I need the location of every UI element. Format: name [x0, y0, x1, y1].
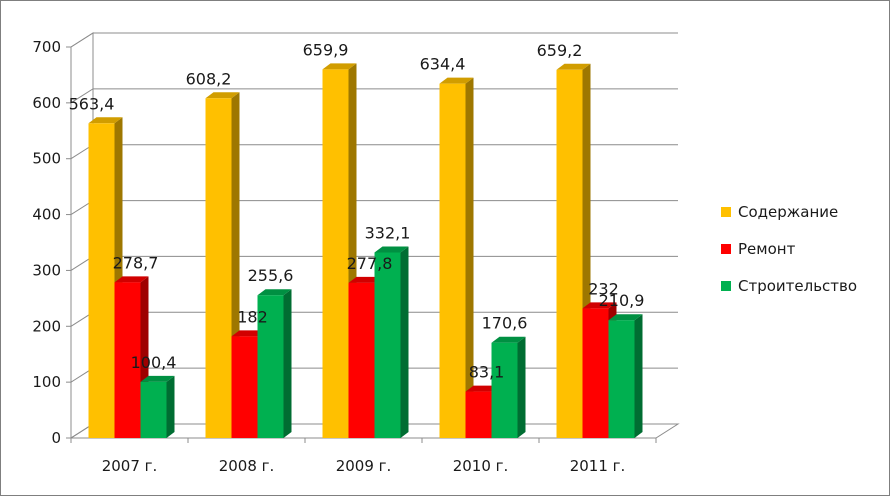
data-label: 634,4: [420, 55, 466, 74]
bar-front: [608, 320, 635, 438]
bar-top: [439, 77, 474, 84]
bar-top: [374, 246, 409, 253]
bar-side: [634, 314, 643, 438]
bar: [491, 336, 526, 438]
y-tick-label: 500: [32, 150, 61, 168]
bar-front: [582, 308, 609, 438]
bar-front: [231, 336, 258, 438]
data-label: 255,6: [248, 266, 294, 285]
bar: [608, 314, 643, 438]
x-axis: 2007 г. 2008 г. 2009 г. 2010 г. 2011 г.: [70, 437, 657, 475]
bar-front: [374, 252, 401, 438]
bar-top: [556, 63, 591, 70]
data-label: 100,4: [131, 353, 177, 372]
legend-item: Строительство: [721, 277, 857, 295]
y-tick-label: 700: [32, 38, 61, 56]
bar-front: [465, 391, 492, 438]
bar-top: [140, 375, 175, 382]
legend-swatch: [721, 244, 731, 254]
bar-top: [114, 276, 149, 283]
data-labels: 563,4 278,7 100,4 608,2 182 255,6 659,9 277,8 33…: [69, 40, 645, 381]
x-tick-label: 2010 г.: [453, 457, 509, 475]
data-label: 332,1: [365, 223, 411, 242]
bars: [88, 63, 643, 439]
bar-top: [205, 92, 240, 99]
data-label: 83,1: [469, 363, 505, 382]
bar-top: [88, 117, 123, 124]
bar: [374, 246, 409, 438]
y-tick-label: 100: [32, 373, 61, 391]
bar-side: [517, 336, 526, 438]
bar-front: [348, 282, 375, 438]
x-tick-label: 2011 г.: [570, 457, 626, 475]
data-label: 210,9: [599, 291, 645, 310]
bar-top: [322, 63, 357, 70]
bar-top: [348, 276, 383, 283]
y-tick-label: 600: [32, 94, 61, 112]
bar: [205, 92, 240, 438]
data-label: 277,8: [347, 254, 393, 273]
bar-side: [465, 77, 474, 439]
bar-front: [556, 69, 583, 439]
data-label: 182: [237, 307, 268, 326]
legend: Содержание Ремонт Строительство: [721, 203, 857, 295]
bar-top: [231, 330, 266, 337]
data-label: 563,4: [69, 94, 115, 113]
x-tick-label: 2007 г.: [102, 457, 158, 475]
y-tick-label: 200: [32, 317, 61, 335]
legend-label: Содержание: [738, 203, 838, 221]
bar-top: [582, 302, 617, 309]
bar-front: [439, 83, 466, 439]
y-tick-label: 0: [51, 429, 61, 447]
legend-item: Содержание: [721, 203, 838, 221]
bar-top: [257, 289, 292, 296]
bar: [88, 117, 123, 439]
bar-side: [400, 246, 409, 438]
bar-front: [114, 282, 141, 438]
y-tick-label: 300: [32, 261, 61, 279]
bar-top: [608, 314, 643, 321]
bar-top: [491, 336, 526, 343]
x-tick-label: 2009 г.: [336, 457, 392, 475]
bar-front: [491, 342, 518, 438]
bar: [439, 77, 474, 439]
legend-swatch: [721, 207, 731, 217]
gridline: [70, 32, 678, 48]
y-tick-label: 400: [32, 206, 61, 224]
bar: [140, 375, 175, 438]
bar-top: [465, 385, 500, 392]
bar-front: [140, 381, 167, 438]
x-tick-label: 2008 г.: [219, 457, 275, 475]
bar-side: [283, 289, 292, 438]
bar-side: [166, 375, 175, 438]
legend-swatch: [721, 281, 731, 291]
bar: [257, 289, 292, 438]
data-label: 170,6: [482, 314, 528, 333]
bar-front: [322, 69, 349, 438]
data-label: 278,7: [113, 253, 159, 272]
data-label: 659,9: [303, 40, 349, 59]
legend-label: Строительство: [738, 277, 857, 295]
bar-front: [88, 123, 115, 439]
data-label: 608,2: [186, 69, 232, 88]
bar-front: [257, 295, 284, 438]
y-axis: 0 100 200 300 400 500 600 700: [32, 38, 72, 447]
data-label: 659,2: [537, 41, 583, 60]
bar-front: [205, 98, 232, 438]
data-label: 232: [588, 279, 619, 298]
gridline: [70, 88, 678, 104]
legend-item: Ремонт: [721, 240, 796, 258]
legend-label: Ремонт: [738, 240, 796, 258]
